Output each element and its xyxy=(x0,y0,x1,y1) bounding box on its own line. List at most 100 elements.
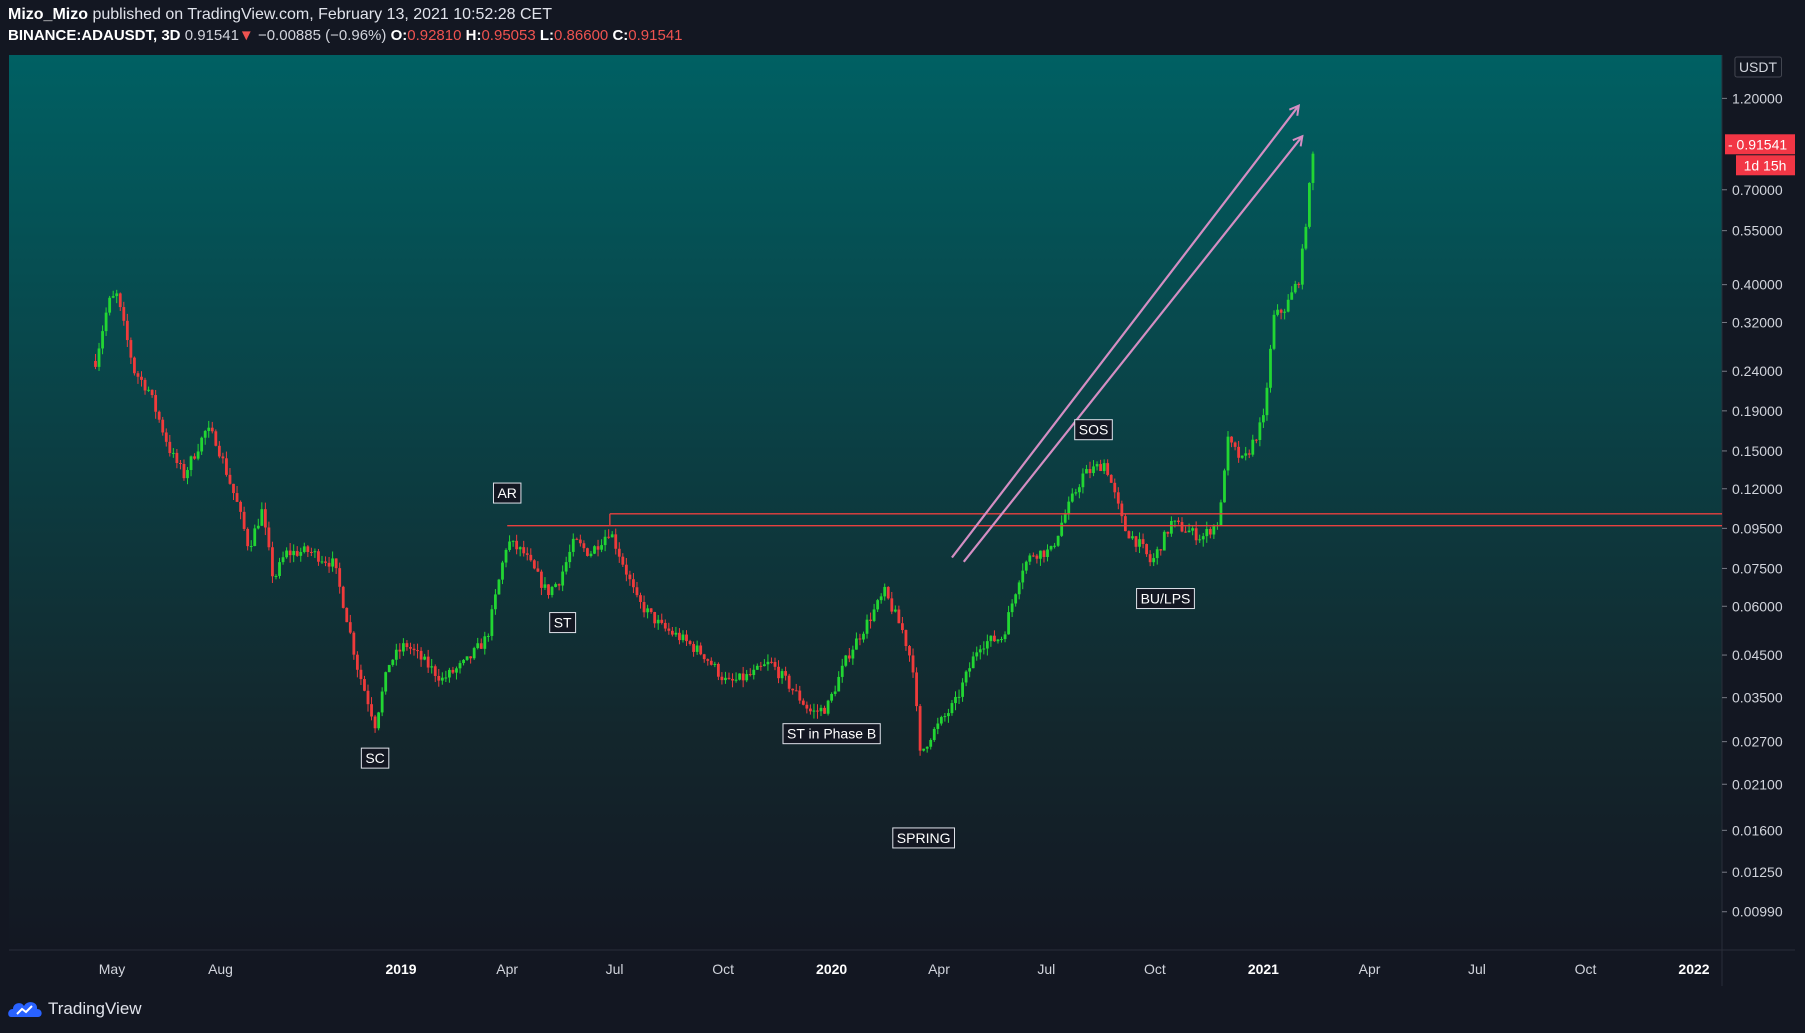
candle xyxy=(401,638,405,656)
annotation-label[interactable]: SC xyxy=(360,747,390,769)
candle xyxy=(1290,286,1294,300)
candle xyxy=(578,534,582,547)
candle xyxy=(94,353,97,370)
candle xyxy=(564,556,568,575)
candle xyxy=(1184,526,1187,533)
candle xyxy=(419,647,423,667)
candle xyxy=(207,420,211,438)
price-tick-label: 0.70000 xyxy=(1732,182,1783,198)
annotation-label[interactable]: AR xyxy=(492,482,522,504)
candle xyxy=(1070,488,1074,503)
candle xyxy=(649,608,653,614)
candle xyxy=(759,661,763,671)
candle xyxy=(494,589,497,615)
candle xyxy=(1159,548,1163,556)
candle xyxy=(890,591,894,615)
candle xyxy=(932,727,936,742)
time-axis[interactable]: May Aug 2019 Apr Jul Oct 2020 Apr Jul Oct 2021 Apr J… xyxy=(99,961,1710,977)
time-tick-label: Apr xyxy=(1359,961,1381,977)
time-tick-label: Jul xyxy=(1037,961,1055,977)
candle xyxy=(862,631,865,643)
candle xyxy=(1283,308,1287,320)
candle xyxy=(1208,526,1212,539)
candle xyxy=(589,551,593,558)
candle xyxy=(150,389,154,398)
candle xyxy=(812,703,816,719)
candle xyxy=(699,642,703,656)
candle xyxy=(961,678,964,702)
annotation-label[interactable]: ST in Phase B xyxy=(782,723,881,745)
candle xyxy=(1226,431,1230,476)
price-tick-label: 0.12000 xyxy=(1732,481,1783,497)
annotation-label[interactable]: ST xyxy=(549,612,577,634)
svg-text:SOS: SOS xyxy=(1079,422,1109,438)
candle xyxy=(847,648,851,663)
candle xyxy=(260,502,264,527)
candle xyxy=(716,662,720,681)
time-tick-label: Jul xyxy=(1468,961,1486,977)
time-tick-label: Jul xyxy=(606,961,624,977)
countdown-badge xyxy=(1736,155,1795,176)
close-label: C: xyxy=(612,27,629,44)
candle xyxy=(278,557,281,579)
candle xyxy=(731,673,734,688)
annotation-label[interactable]: SOS xyxy=(1074,419,1113,441)
candle xyxy=(1081,468,1085,494)
candle xyxy=(313,548,317,558)
time-tick-label: 2019 xyxy=(385,961,416,977)
candle xyxy=(1212,524,1216,539)
footer: TradingView xyxy=(8,996,142,1022)
candle xyxy=(529,548,533,562)
candle xyxy=(947,708,950,723)
candle xyxy=(377,711,381,731)
candle xyxy=(501,560,504,585)
candle xyxy=(883,583,887,601)
candle xyxy=(267,521,271,551)
price-tick-label: 0.09500 xyxy=(1732,520,1783,536)
author-name[interactable]: Mizo_Mizo xyxy=(8,6,88,23)
candle xyxy=(993,630,996,642)
annotation-label[interactable]: BU/LPS xyxy=(1136,588,1195,610)
candle xyxy=(129,337,133,365)
candle xyxy=(720,672,724,685)
candle xyxy=(136,370,140,384)
candle xyxy=(147,386,150,392)
candle xyxy=(483,631,487,655)
candle xyxy=(182,459,186,481)
candle xyxy=(635,581,639,598)
candle xyxy=(975,646,979,661)
candle xyxy=(1014,593,1018,607)
svg-text:BU/LPS: BU/LPS xyxy=(1141,591,1191,607)
candle xyxy=(901,616,904,634)
candle xyxy=(306,545,310,558)
candle xyxy=(458,660,462,674)
annotation-label[interactable]: SPRING xyxy=(892,827,955,849)
candle xyxy=(1198,534,1202,543)
candle xyxy=(440,672,444,685)
candle xyxy=(179,459,182,470)
candle xyxy=(1007,605,1010,635)
projection-arrow[interactable] xyxy=(962,136,1303,563)
candle xyxy=(724,671,727,684)
candle xyxy=(341,585,345,609)
candle xyxy=(1106,459,1110,477)
footer-brand[interactable]: TradingView xyxy=(48,999,142,1018)
candle xyxy=(1053,542,1056,549)
projection-arrow[interactable] xyxy=(951,106,1299,559)
candle xyxy=(327,556,331,573)
time-tick-label: Apr xyxy=(928,961,950,977)
candle xyxy=(1293,280,1297,294)
down-arrow-icon: ▼ xyxy=(238,27,254,44)
candle xyxy=(830,692,834,703)
price-chart[interactable]: SC AR ST ST in Phase B SPRING SOS BU/LPS USDT 1… xyxy=(9,55,1795,986)
candle xyxy=(140,371,143,387)
candle xyxy=(1074,488,1078,496)
candle xyxy=(939,715,943,726)
time-tick-label: 2022 xyxy=(1678,961,1709,977)
candle xyxy=(97,342,101,371)
candle xyxy=(1219,499,1223,526)
currency-label: USDT xyxy=(1739,59,1778,75)
candle xyxy=(1308,182,1311,229)
price-axis[interactable]: USDT 1.20000 0.70000 0.55000 0.40000 0.32000 0… xyxy=(1722,56,1795,920)
candle xyxy=(628,570,632,586)
